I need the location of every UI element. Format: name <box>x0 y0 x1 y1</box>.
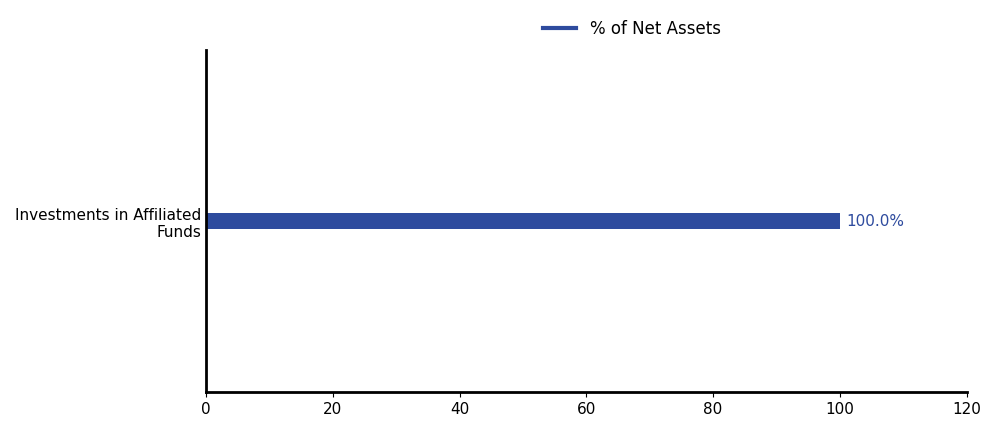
Text: 100.0%: 100.0% <box>847 213 904 229</box>
Bar <box>206 213 840 229</box>
Legend: % of Net Assets: % of Net Assets <box>537 14 727 45</box>
